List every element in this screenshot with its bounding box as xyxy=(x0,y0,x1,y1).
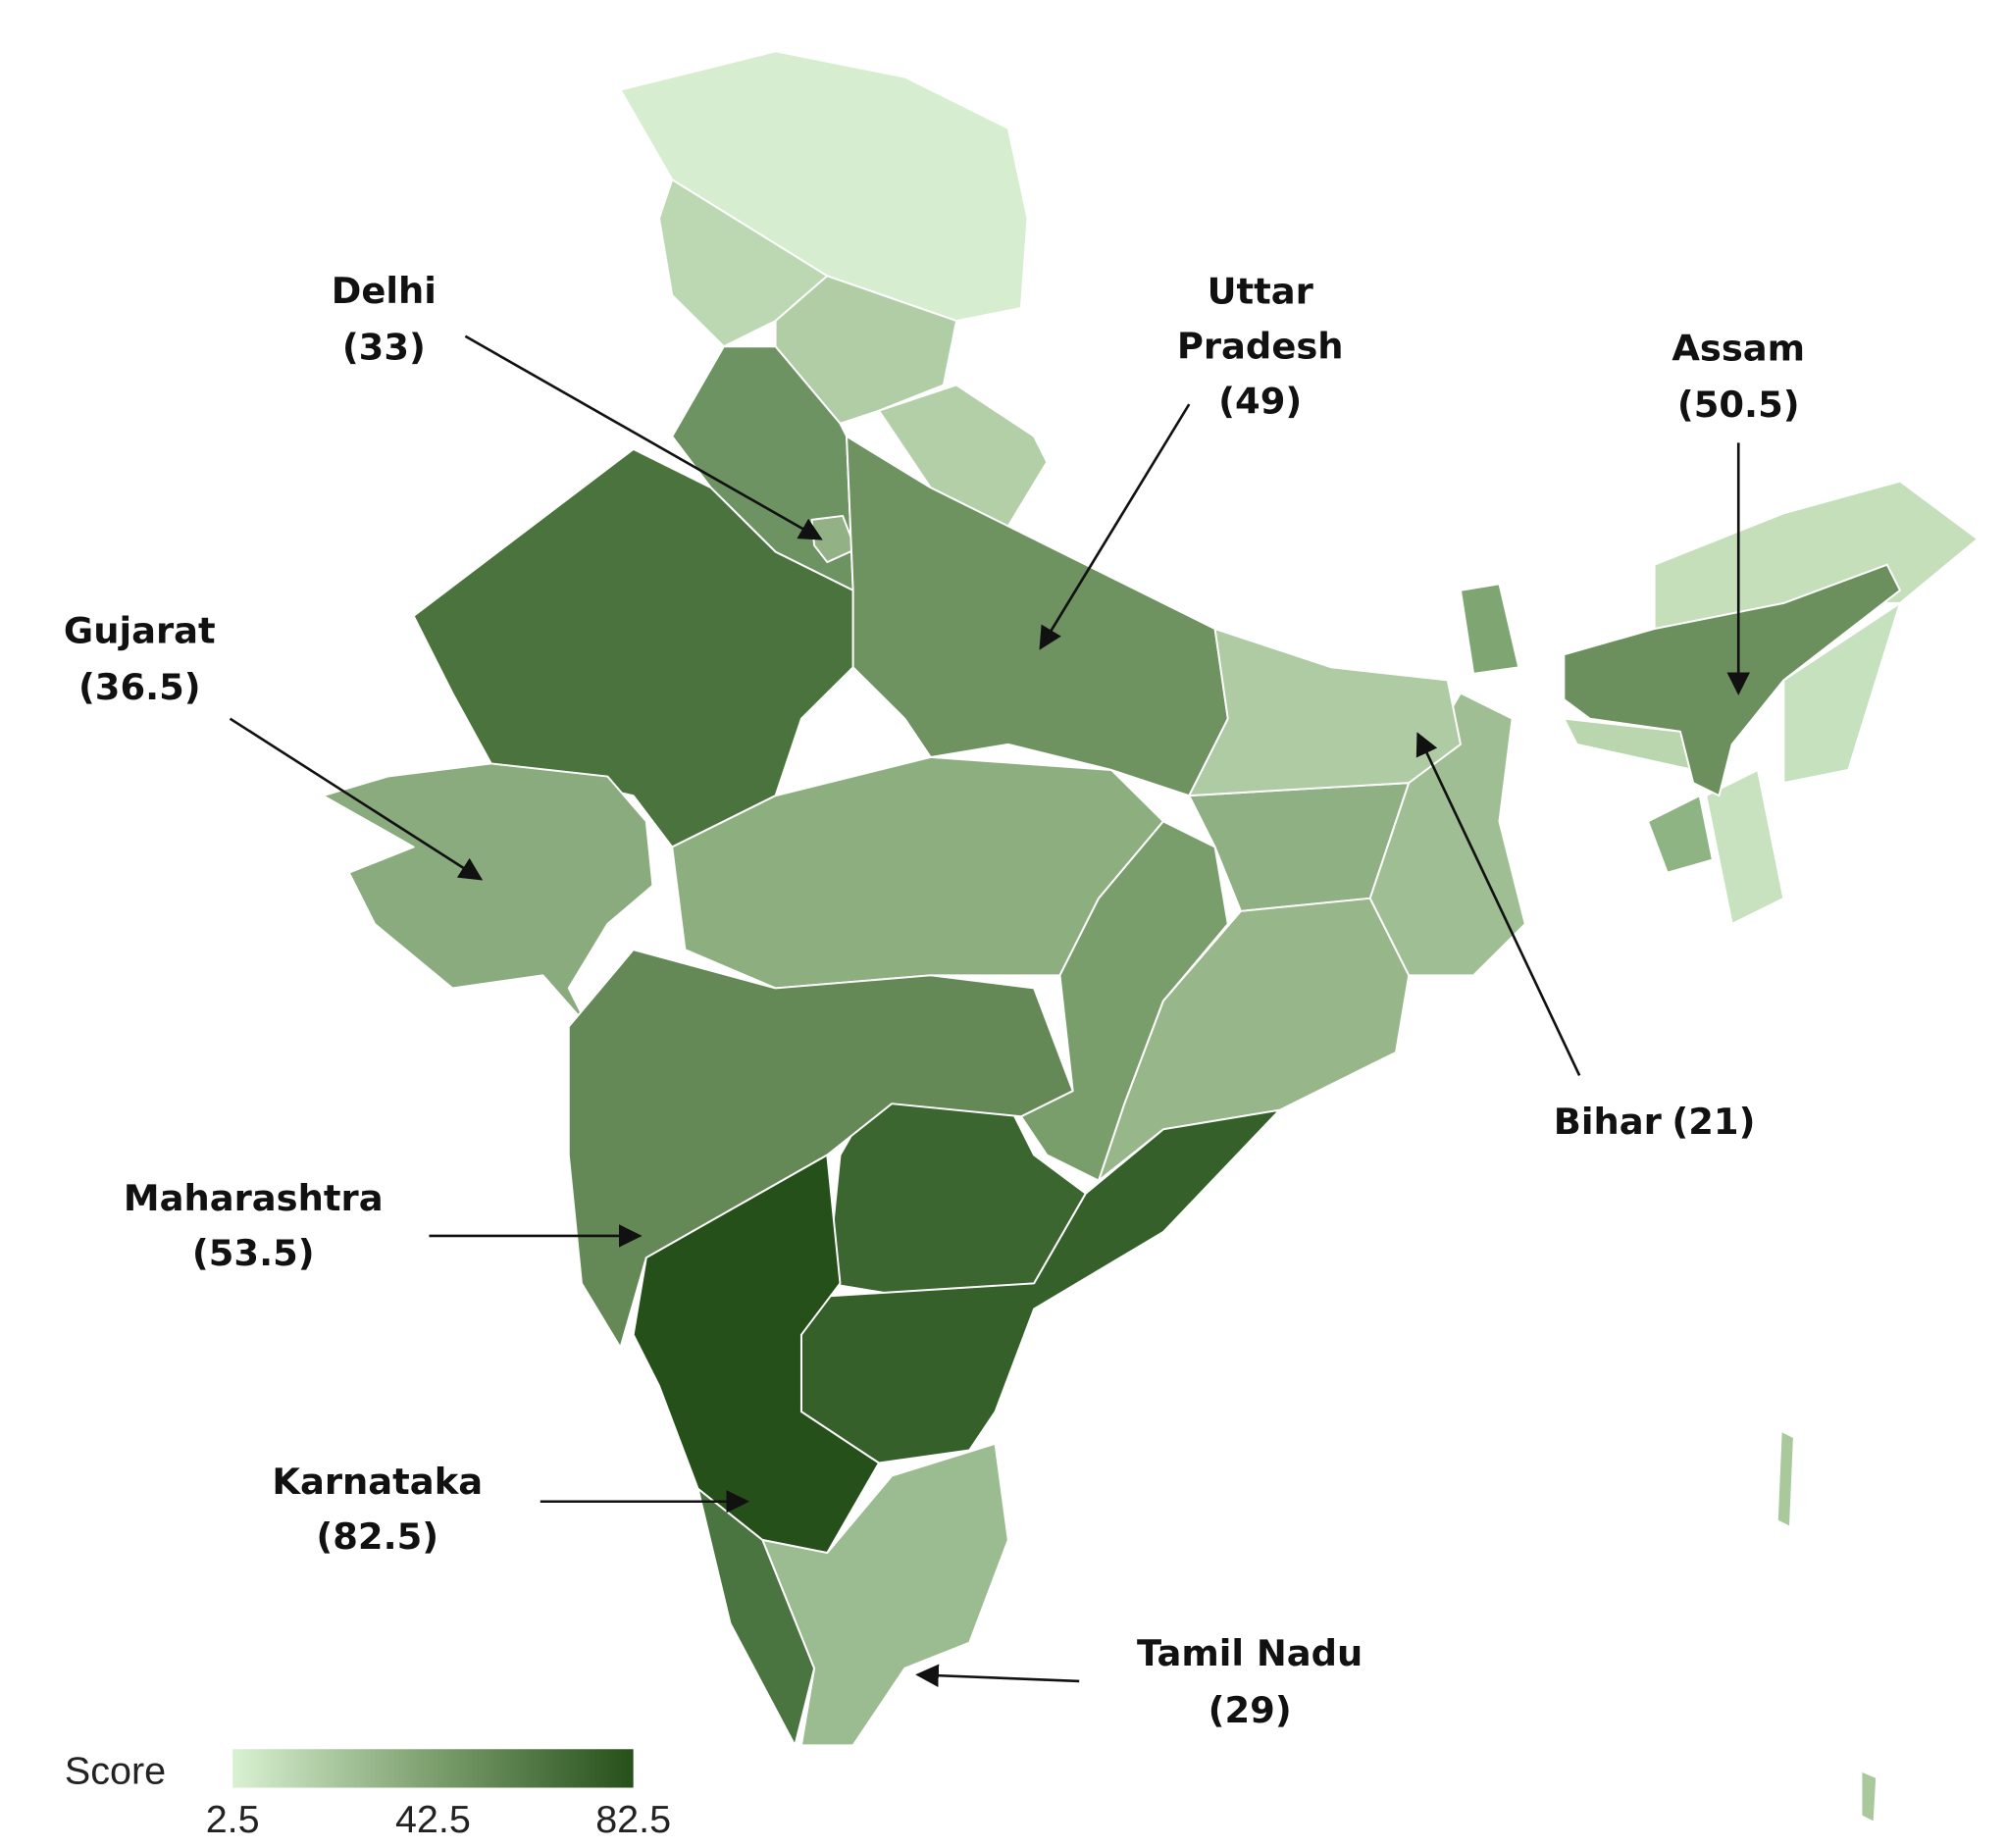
region xyxy=(1705,769,1785,925)
region-name: Delhi xyxy=(332,270,437,312)
island xyxy=(1860,1770,1878,1823)
region-name: Bihar xyxy=(1554,1100,1663,1142)
legend-title: Score xyxy=(65,1750,166,1793)
region-name: Uttar Pradesh xyxy=(1177,270,1344,367)
color-bar xyxy=(232,1749,634,1788)
region xyxy=(1782,601,1901,785)
region-value: (49) xyxy=(1218,380,1302,422)
region-label: Bihar (21) xyxy=(1554,1100,1756,1142)
region-name: Karnataka xyxy=(272,1461,483,1503)
region xyxy=(774,275,958,425)
region xyxy=(632,1154,880,1555)
region-value: (50.5) xyxy=(1677,384,1800,426)
region-name: Gujarat xyxy=(64,610,216,652)
region xyxy=(658,179,829,348)
legend-tick-label: 82.5 xyxy=(595,1798,671,1841)
island xyxy=(1775,1429,1795,1528)
region xyxy=(1368,692,1526,977)
arrow xyxy=(915,1664,1080,1687)
region-value: (33) xyxy=(342,326,426,368)
legend: Score 2.5 42.5 82.5 xyxy=(65,1749,671,1841)
region xyxy=(846,435,1229,797)
region-name: Assam xyxy=(1672,328,1805,370)
arrow xyxy=(229,717,484,881)
region xyxy=(1188,628,1462,797)
region-value: (21) xyxy=(1672,1100,1755,1142)
region-name: Maharashtra xyxy=(124,1177,384,1219)
region xyxy=(1647,795,1714,874)
arrow xyxy=(1039,403,1191,650)
region xyxy=(567,949,1074,1349)
legend-tick-label: 42.5 xyxy=(395,1798,471,1841)
region-value: (36.5) xyxy=(78,666,201,708)
region-value: (82.5) xyxy=(316,1515,438,1558)
annotations: Delhi (33) Uttar Pradesh (49) Assam (50.5) Guja… xyxy=(64,270,1805,1731)
region-value: (53.5) xyxy=(192,1232,315,1274)
arrow xyxy=(464,334,823,540)
region-value: (29) xyxy=(1209,1689,1292,1731)
base-regions xyxy=(412,50,1979,1823)
region xyxy=(761,1442,1009,1747)
arrow xyxy=(1415,732,1581,1076)
legend-tick-label: 2.5 xyxy=(206,1798,260,1841)
region xyxy=(322,762,654,1028)
region xyxy=(1459,583,1520,675)
scored-regions xyxy=(322,435,1901,1747)
region-name: Tamil Nadu xyxy=(1137,1632,1363,1674)
